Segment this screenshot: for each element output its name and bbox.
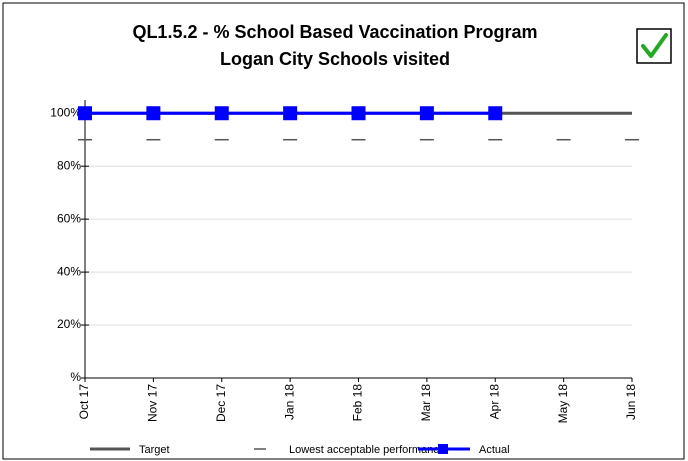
x-tick-label: May 18 bbox=[556, 384, 570, 424]
data-point bbox=[78, 106, 92, 121]
x-tick-label: Oct 17 bbox=[77, 384, 91, 420]
legend-label: Lowest acceptable performance bbox=[289, 444, 445, 456]
chart-title: QL1.5.2 - % School Based Vaccination Pro… bbox=[132, 22, 537, 42]
x-tick-label: Jan 18 bbox=[282, 384, 296, 420]
x-tick-label: Apr 18 bbox=[487, 384, 501, 420]
data-point bbox=[146, 106, 161, 121]
data-point bbox=[351, 106, 366, 121]
data-point bbox=[419, 106, 434, 121]
x-tick-label: Feb 18 bbox=[351, 384, 365, 422]
x-tick-label: Mar 18 bbox=[419, 384, 433, 422]
y-tick-label: 100% bbox=[50, 105, 81, 119]
data-point bbox=[214, 106, 229, 121]
data-point bbox=[488, 106, 503, 121]
legend-label: Actual bbox=[479, 444, 510, 456]
y-tick-label: 80% bbox=[57, 158, 81, 172]
x-tick-label: Nov 17 bbox=[146, 384, 160, 422]
x-tick-label: Dec 17 bbox=[214, 384, 228, 422]
y-tick-label: % bbox=[70, 370, 81, 384]
y-tick-label: 40% bbox=[57, 264, 81, 278]
y-tick-label: 60% bbox=[57, 211, 81, 225]
chart-subtitle: Logan City Schools visited bbox=[220, 49, 450, 69]
y-tick-label: 20% bbox=[57, 317, 81, 331]
legend-label: Target bbox=[139, 444, 170, 456]
legend-swatch bbox=[438, 444, 448, 454]
data-point bbox=[283, 106, 298, 121]
status-icon bbox=[636, 28, 672, 64]
x-tick-label: Jun 18 bbox=[624, 384, 638, 420]
